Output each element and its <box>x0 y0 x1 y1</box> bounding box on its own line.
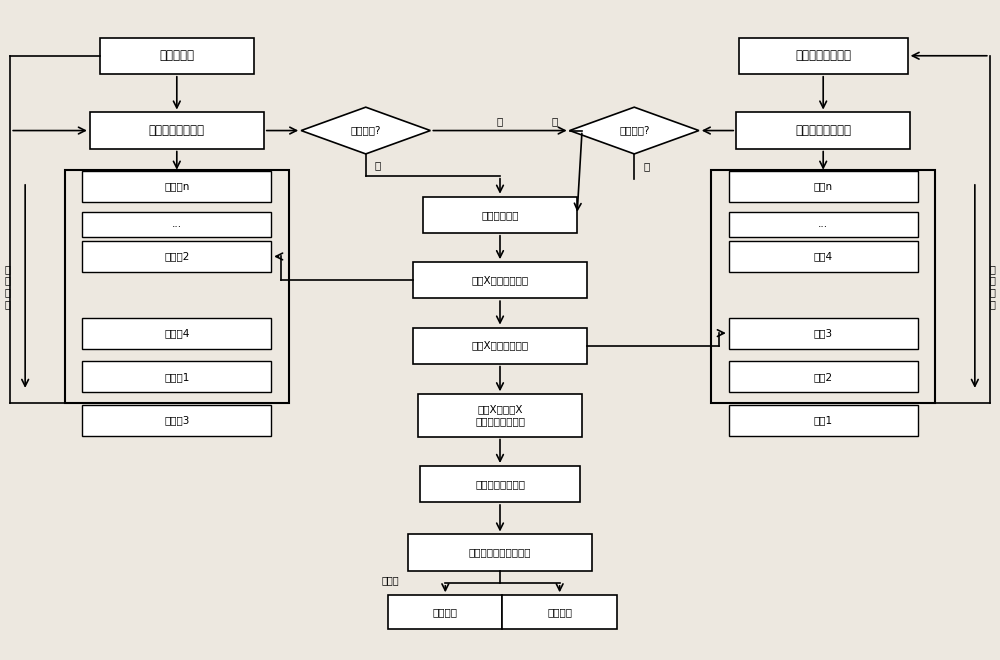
FancyBboxPatch shape <box>729 171 918 202</box>
FancyBboxPatch shape <box>736 112 910 148</box>
Text: 先
进
先
出: 先 进 先 出 <box>4 264 10 309</box>
FancyBboxPatch shape <box>100 38 254 74</box>
Text: 进入接收任务队列: 进入接收任务队列 <box>149 124 205 137</box>
FancyBboxPatch shape <box>408 535 592 571</box>
Text: 任务3: 任务3 <box>814 328 833 338</box>
Text: 工位X退出接收队列: 工位X退出接收队列 <box>471 275 529 285</box>
FancyBboxPatch shape <box>413 262 587 298</box>
FancyBboxPatch shape <box>739 38 908 74</box>
Text: 远程计量业务处理: 远程计量业务处理 <box>475 479 525 489</box>
Text: 任务完成关闭连接通道: 任务完成关闭连接通道 <box>469 548 531 558</box>
FancyBboxPatch shape <box>729 361 918 392</box>
Text: 任务2: 任务2 <box>814 372 833 381</box>
FancyBboxPatch shape <box>418 394 582 436</box>
FancyBboxPatch shape <box>423 197 577 233</box>
Polygon shape <box>570 107 699 154</box>
Text: 计量员4: 计量员4 <box>164 328 189 338</box>
FancyBboxPatch shape <box>729 405 918 436</box>
FancyBboxPatch shape <box>90 112 264 148</box>
Text: ...: ... <box>818 219 828 229</box>
Text: 释效衡器: 释效衡器 <box>547 607 572 617</box>
FancyBboxPatch shape <box>82 361 271 392</box>
FancyBboxPatch shape <box>413 327 587 364</box>
Text: 计量员3: 计量员3 <box>164 415 189 426</box>
Text: 有: 有 <box>497 116 503 126</box>
Text: 工位X和衡器X
直接建立连接通道: 工位X和衡器X 直接建立连接通道 <box>475 405 525 426</box>
Text: 先
进
先
出: 先 进 先 出 <box>990 264 996 309</box>
FancyBboxPatch shape <box>502 595 617 630</box>
Text: 任务1: 任务1 <box>814 415 833 426</box>
Text: 计量员1: 计量员1 <box>164 372 189 381</box>
FancyBboxPatch shape <box>82 405 271 436</box>
Text: 有无空闲?: 有无空闲? <box>619 125 650 135</box>
FancyBboxPatch shape <box>420 466 580 502</box>
FancyBboxPatch shape <box>729 241 918 272</box>
FancyBboxPatch shape <box>82 212 271 236</box>
Text: 任务4: 任务4 <box>814 251 833 261</box>
Polygon shape <box>301 107 430 154</box>
Text: 任务自动分派: 任务自动分派 <box>481 210 519 220</box>
FancyBboxPatch shape <box>729 212 918 236</box>
FancyBboxPatch shape <box>82 317 271 348</box>
Text: 任务n: 任务n <box>814 182 833 191</box>
FancyBboxPatch shape <box>711 170 935 403</box>
Text: 计量员登录: 计量员登录 <box>159 50 194 62</box>
Text: 无: 无 <box>643 162 649 172</box>
Text: 无: 无 <box>375 160 381 170</box>
FancyBboxPatch shape <box>729 317 918 348</box>
Text: 调求队列: 调求队列 <box>811 178 836 188</box>
FancyBboxPatch shape <box>82 171 271 202</box>
Text: 计量员n: 计量员n <box>164 182 189 191</box>
Text: 积效工位: 积效工位 <box>433 607 458 617</box>
Text: ...: ... <box>172 219 182 229</box>
Text: 有: 有 <box>552 116 558 126</box>
FancyBboxPatch shape <box>82 241 271 272</box>
Text: 有无任务?: 有无任务? <box>351 125 381 135</box>
Text: 计量员: 计量员 <box>382 575 399 585</box>
Text: 进入任务请求队列: 进入任务请求队列 <box>795 124 851 137</box>
Text: 衡器X退出调求队列: 衡器X退出调求队列 <box>471 341 529 350</box>
Text: 现场衡器计量调求: 现场衡器计量调求 <box>795 50 851 62</box>
Text: 计量员2: 计量员2 <box>164 251 189 261</box>
FancyBboxPatch shape <box>65 170 289 403</box>
Text: 接收队列: 接收队列 <box>164 178 189 188</box>
FancyBboxPatch shape <box>388 595 502 630</box>
